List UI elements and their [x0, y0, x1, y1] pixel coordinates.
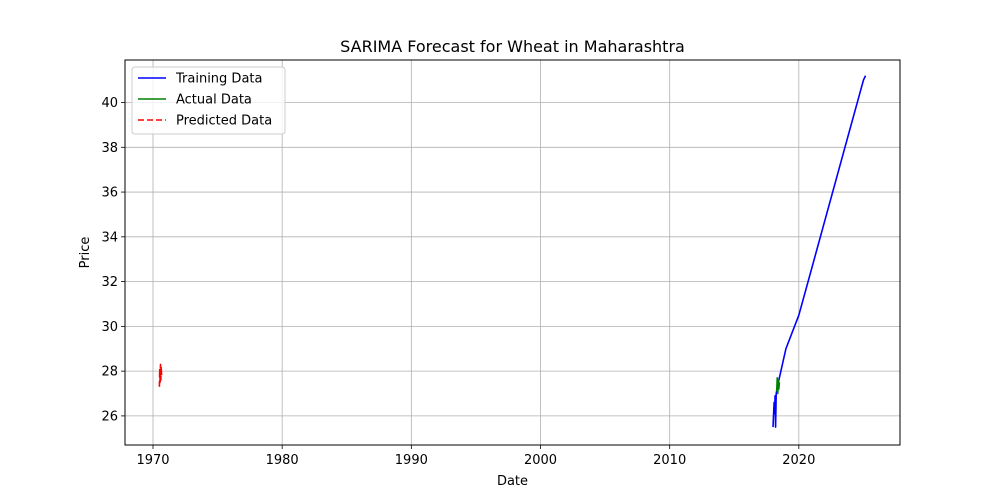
- grid: [125, 60, 900, 445]
- series-line-actual-data: [775, 377, 781, 395]
- x-axis-label: Date: [497, 474, 528, 489]
- axes-frame: [124, 59, 901, 446]
- x-tick-label: 2010: [653, 453, 686, 468]
- y-axis-label: Price: [78, 237, 93, 269]
- x-tick-label: 2020: [782, 453, 815, 468]
- y-tick-label: 30: [101, 320, 118, 335]
- y-tick-label: 34: [101, 230, 118, 245]
- series-line-training-data: [772, 75, 867, 428]
- y-tick-label: 40: [101, 96, 118, 111]
- y-tick-label: 28: [101, 365, 118, 380]
- x-tick-label: 2000: [524, 453, 557, 468]
- chart-title: SARIMA Forecast for Wheat in Maharashtra: [340, 37, 685, 56]
- legend-label: Actual Data: [176, 93, 252, 108]
- plot-series: [158, 75, 867, 428]
- legend-frame: [131, 66, 286, 135]
- x-tick-label: 1990: [395, 453, 428, 468]
- y-tick-label: 38: [101, 141, 118, 156]
- legend-label: Predicted Data: [176, 114, 272, 129]
- y-tick-label: 26: [101, 409, 118, 424]
- legend: Training Data Actual Data Predicted Data: [131, 66, 286, 135]
- x-tick-label: 1970: [136, 453, 169, 468]
- x-tick-label: 1980: [266, 453, 299, 468]
- axis-ticks: 1970 1980 1990 2000 2010 2020 26 28 30 32 34 36 38 40: [101, 96, 815, 468]
- legend-label: Training Data: [175, 72, 262, 87]
- y-tick-label: 36: [101, 186, 118, 201]
- y-tick-label: 32: [101, 275, 118, 290]
- series-line-predicted-data: [158, 363, 163, 387]
